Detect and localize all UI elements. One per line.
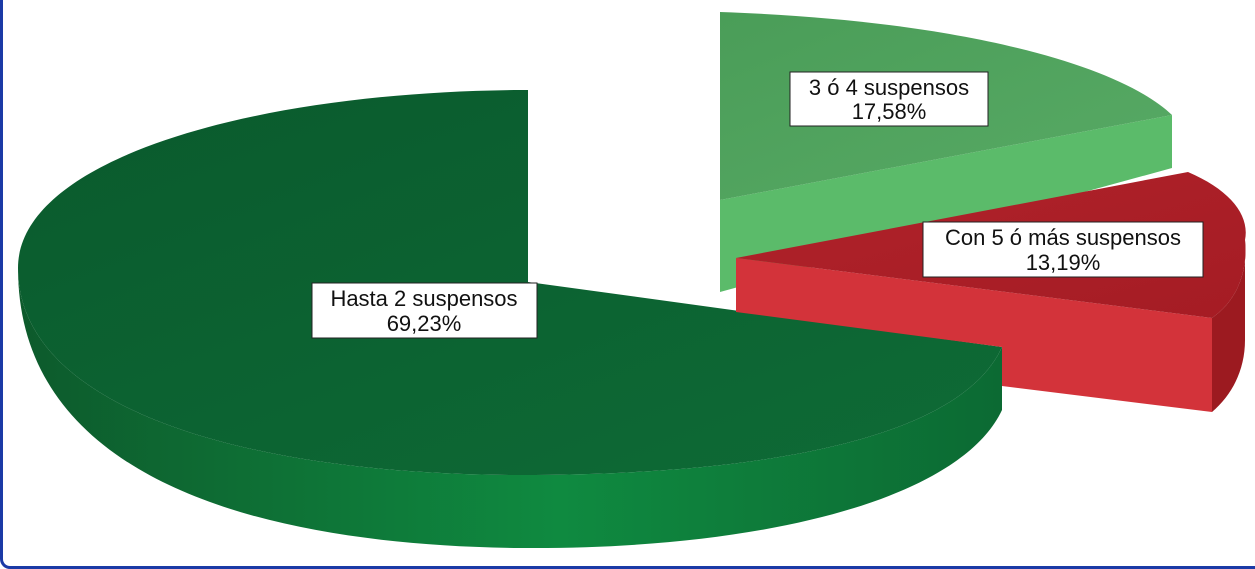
label-con-5-o-mas-suspensos: Con 5 ó más suspensos 13,19% (922, 221, 1204, 278)
slice-side-right-con-5 (1212, 240, 1246, 412)
label-value-3-o-4: 17,58% (852, 99, 927, 124)
label-value-con-5: 13,19% (1026, 250, 1101, 275)
label-name-con-5: Con 5 ó más suspensos (945, 225, 1181, 250)
label-hasta-2-suspensos: Hasta 2 suspensos 69,23% (311, 282, 538, 339)
label-name-3-o-4: 3 ó 4 suspensos (809, 75, 969, 100)
label-name-hasta-2: Hasta 2 suspensos (330, 286, 517, 311)
label-3-o-4-suspensos: 3 ó 4 suspensos 17,58% (789, 71, 989, 127)
slice-side-front-con-5 (736, 258, 1212, 412)
label-value-hasta-2: 69,23% (387, 311, 462, 336)
slice-side-hasta-2 (18, 268, 1002, 549)
